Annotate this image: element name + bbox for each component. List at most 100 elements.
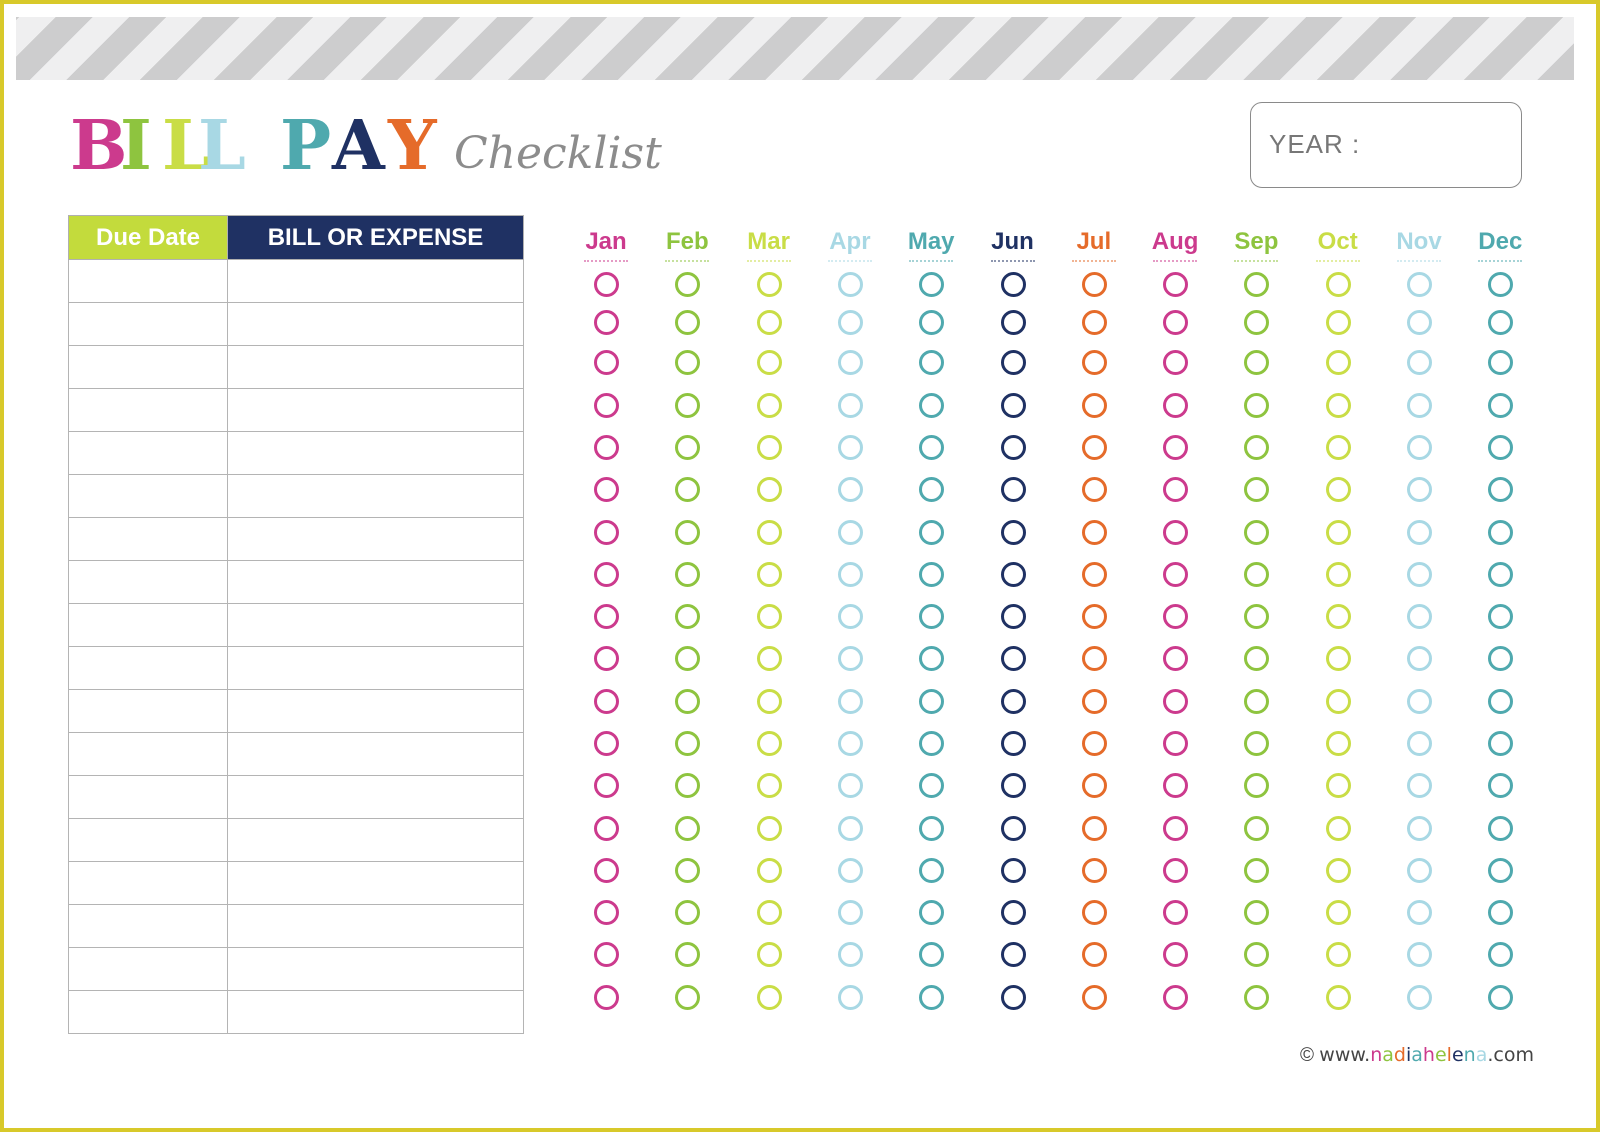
paid-checkbox[interactable] — [675, 646, 701, 671]
paid-checkbox[interactable] — [837, 646, 863, 671]
paid-checkbox[interactable] — [1488, 310, 1514, 335]
paid-checkbox[interactable] — [1163, 310, 1189, 335]
paid-checkbox[interactable] — [1081, 731, 1107, 756]
paid-checkbox[interactable] — [1081, 350, 1107, 375]
paid-checkbox[interactable] — [1488, 900, 1514, 925]
paid-checkbox[interactable] — [1163, 646, 1189, 671]
paid-checkbox[interactable] — [837, 858, 863, 883]
paid-checkbox[interactable] — [837, 393, 863, 418]
paid-checkbox[interactable] — [756, 858, 782, 883]
paid-checkbox[interactable] — [837, 816, 863, 841]
paid-checkbox[interactable] — [1244, 816, 1270, 841]
paid-checkbox[interactable] — [837, 477, 863, 502]
paid-checkbox[interactable] — [1163, 689, 1189, 714]
paid-checkbox[interactable] — [1081, 562, 1107, 587]
paid-checkbox[interactable] — [756, 562, 782, 587]
paid-checkbox[interactable] — [1488, 816, 1514, 841]
paid-checkbox[interactable] — [675, 393, 701, 418]
paid-checkbox[interactable] — [675, 816, 701, 841]
paid-checkbox[interactable] — [919, 310, 945, 335]
paid-checkbox[interactable] — [1488, 604, 1514, 629]
paid-checkbox[interactable] — [675, 435, 701, 460]
due-date-cell[interactable] — [68, 818, 228, 862]
due-date-cell[interactable] — [68, 689, 228, 733]
paid-checkbox[interactable] — [594, 985, 619, 1010]
due-date-cell[interactable] — [68, 646, 228, 690]
due-date-cell[interactable] — [68, 259, 228, 303]
paid-checkbox[interactable] — [919, 604, 945, 629]
paid-checkbox[interactable] — [1325, 816, 1351, 841]
due-date-cell[interactable] — [68, 732, 228, 776]
paid-checkbox[interactable] — [1000, 477, 1026, 502]
paid-checkbox[interactable] — [1407, 310, 1432, 335]
paid-checkbox[interactable] — [594, 942, 619, 967]
paid-checkbox[interactable] — [1000, 942, 1026, 967]
paid-checkbox[interactable] — [837, 900, 863, 925]
paid-checkbox[interactable] — [1407, 272, 1432, 297]
paid-checkbox[interactable] — [594, 310, 619, 335]
bill-expense-cell[interactable] — [227, 560, 524, 604]
paid-checkbox[interactable] — [675, 900, 701, 925]
paid-checkbox[interactable] — [837, 310, 863, 335]
due-date-cell[interactable] — [68, 861, 228, 905]
paid-checkbox[interactable] — [837, 562, 863, 587]
due-date-cell[interactable] — [68, 345, 228, 389]
bill-expense-cell[interactable] — [227, 990, 524, 1034]
paid-checkbox[interactable] — [919, 646, 945, 671]
paid-checkbox[interactable] — [919, 858, 945, 883]
paid-checkbox[interactable] — [919, 773, 945, 798]
paid-checkbox[interactable] — [837, 435, 863, 460]
paid-checkbox[interactable] — [1000, 985, 1026, 1010]
paid-checkbox[interactable] — [1325, 604, 1351, 629]
due-date-cell[interactable] — [68, 947, 228, 991]
paid-checkbox[interactable] — [1407, 858, 1432, 883]
paid-checkbox[interactable] — [1407, 350, 1432, 375]
paid-checkbox[interactable] — [837, 773, 863, 798]
paid-checkbox[interactable] — [756, 272, 782, 297]
paid-checkbox[interactable] — [1081, 985, 1107, 1010]
paid-checkbox[interactable] — [1407, 942, 1432, 967]
paid-checkbox[interactable] — [1244, 773, 1270, 798]
paid-checkbox[interactable] — [675, 310, 701, 335]
paid-checkbox[interactable] — [1081, 773, 1107, 798]
paid-checkbox[interactable] — [1488, 773, 1514, 798]
paid-checkbox[interactable] — [594, 731, 619, 756]
paid-checkbox[interactable] — [1488, 435, 1514, 460]
paid-checkbox[interactable] — [756, 689, 782, 714]
paid-checkbox[interactable] — [837, 731, 863, 756]
paid-checkbox[interactable] — [919, 900, 945, 925]
paid-checkbox[interactable] — [675, 477, 701, 502]
paid-checkbox[interactable] — [1081, 435, 1107, 460]
paid-checkbox[interactable] — [1488, 731, 1514, 756]
bill-expense-cell[interactable] — [227, 646, 524, 690]
paid-checkbox[interactable] — [1325, 900, 1351, 925]
paid-checkbox[interactable] — [675, 520, 701, 545]
paid-checkbox[interactable] — [1488, 350, 1514, 375]
paid-checkbox[interactable] — [756, 900, 782, 925]
paid-checkbox[interactable] — [1407, 477, 1432, 502]
paid-checkbox[interactable] — [1244, 858, 1270, 883]
paid-checkbox[interactable] — [1325, 731, 1351, 756]
paid-checkbox[interactable] — [594, 393, 619, 418]
paid-checkbox[interactable] — [756, 604, 782, 629]
paid-checkbox[interactable] — [1163, 562, 1189, 587]
paid-checkbox[interactable] — [1000, 520, 1026, 545]
paid-checkbox[interactable] — [594, 435, 619, 460]
paid-checkbox[interactable] — [1000, 350, 1026, 375]
bill-expense-cell[interactable] — [227, 732, 524, 776]
paid-checkbox[interactable] — [594, 858, 619, 883]
paid-checkbox[interactable] — [1000, 646, 1026, 671]
paid-checkbox[interactable] — [1244, 985, 1270, 1010]
paid-checkbox[interactable] — [1244, 310, 1270, 335]
paid-checkbox[interactable] — [1163, 477, 1189, 502]
bill-expense-cell[interactable] — [227, 947, 524, 991]
paid-checkbox[interactable] — [675, 562, 701, 587]
paid-checkbox[interactable] — [1000, 900, 1026, 925]
bill-expense-cell[interactable] — [227, 775, 524, 819]
paid-checkbox[interactable] — [1244, 393, 1270, 418]
paid-checkbox[interactable] — [1325, 646, 1351, 671]
due-date-cell[interactable] — [68, 517, 228, 561]
paid-checkbox[interactable] — [1488, 689, 1514, 714]
paid-checkbox[interactable] — [1488, 272, 1514, 297]
paid-checkbox[interactable] — [1244, 942, 1270, 967]
